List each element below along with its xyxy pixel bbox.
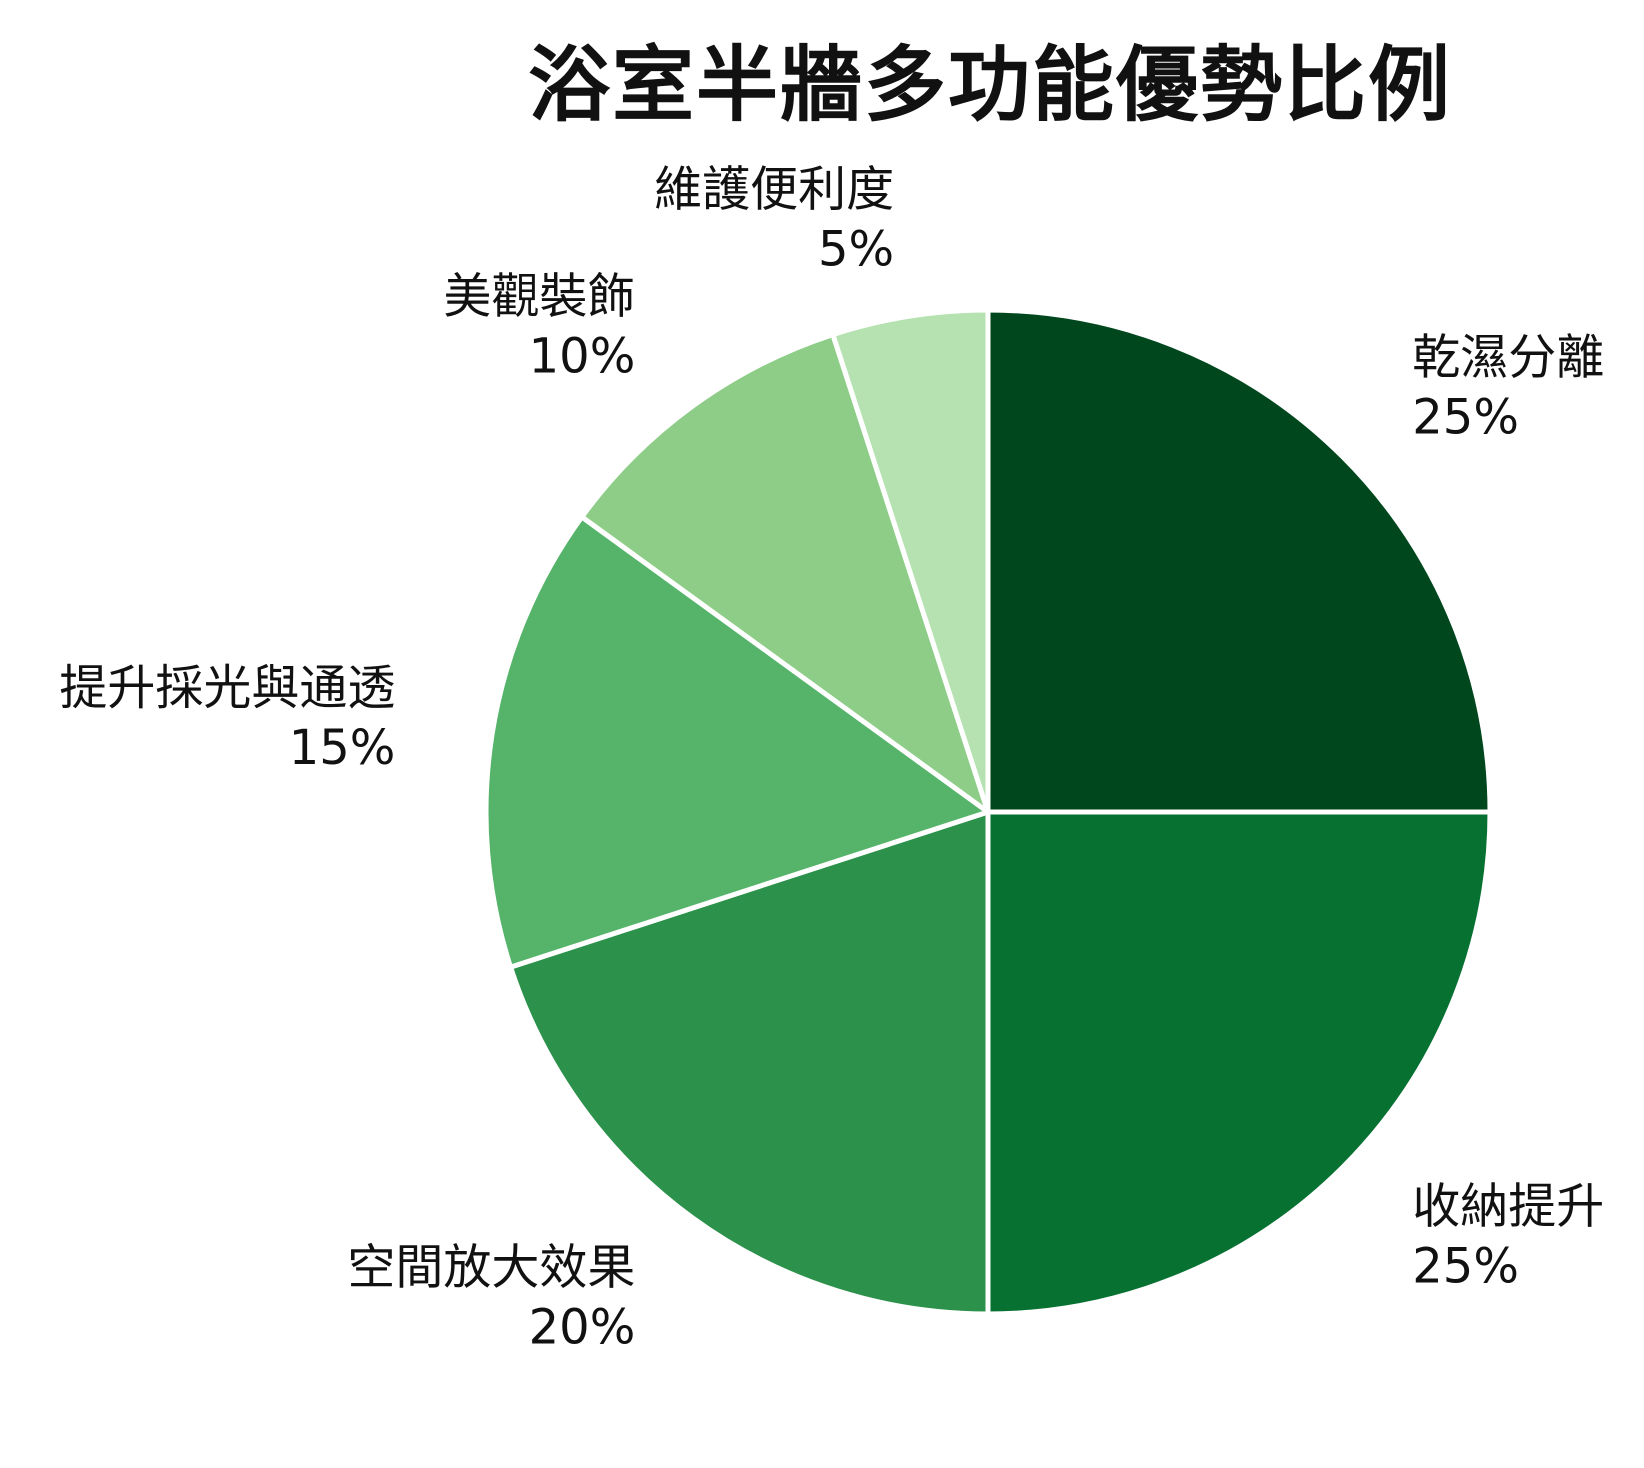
- slice-label-3: 提升採光與通透: [59, 660, 395, 716]
- slice-label-5: 維護便利度: [654, 161, 894, 217]
- slice-value-label-3: 15%: [289, 720, 396, 776]
- pie-slices: [483, 307, 1493, 1317]
- chart-title: 浴室半牆多功能優勢比例: [527, 38, 1452, 133]
- pie-slice-0: [985, 307, 1493, 815]
- slice-value-label-2: 20%: [529, 1299, 636, 1355]
- slice-label-4: 美觀裝飾: [443, 269, 635, 325]
- slice-label-1: 收納提升: [1412, 1178, 1604, 1234]
- pie-slice-5: [830, 307, 991, 815]
- slice-value-label-0: 25%: [1412, 390, 1519, 446]
- slice-value-label-5: 5%: [818, 221, 894, 277]
- slice-label-0: 乾濕分離: [1412, 330, 1604, 386]
- pie-labels: 乾濕分離25%收納提升25%空間放大效果20%提升採光與通透15%美觀裝飾10%…: [59, 161, 1604, 1355]
- pie-slice-1: [985, 809, 1493, 1317]
- pie-slice-3: [483, 514, 991, 970]
- slice-value-label-1: 25%: [1412, 1238, 1519, 1294]
- pie-slice-4: [579, 332, 991, 815]
- pie-slice-2: [508, 809, 991, 1317]
- slice-label-2: 空間放大效果: [347, 1239, 635, 1295]
- slice-value-label-4: 10%: [529, 329, 636, 385]
